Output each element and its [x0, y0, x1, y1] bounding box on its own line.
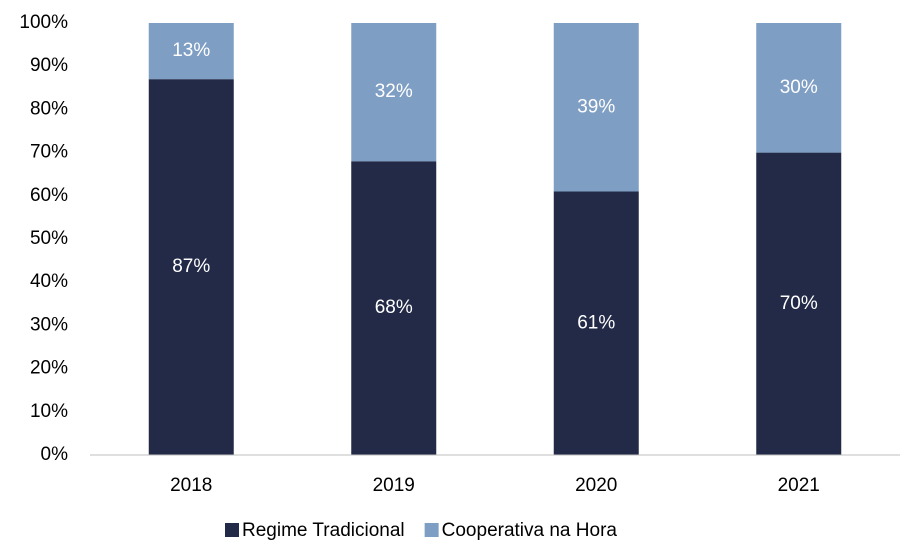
- data-label: 70%: [780, 293, 818, 314]
- data-label: 39%: [577, 96, 615, 117]
- data-label: 61%: [577, 312, 615, 333]
- bar-segment: [553, 23, 639, 192]
- bar-segment: [148, 23, 234, 80]
- y-tick-label: 10%: [30, 401, 68, 422]
- legend-swatch: [225, 523, 239, 537]
- y-tick-label: 20%: [30, 358, 68, 379]
- y-tick-label: 40%: [30, 271, 68, 292]
- legend-swatch: [424, 523, 439, 537]
- bar-segment: [756, 152, 842, 455]
- legend-label: Cooperativa na Hora: [442, 520, 618, 541]
- bar-segment: [756, 23, 842, 153]
- y-tick-label: 0%: [41, 444, 69, 465]
- x-tick-label: 2020: [575, 475, 617, 496]
- y-tick-label: 50%: [30, 228, 68, 249]
- data-label: 32%: [375, 81, 413, 102]
- y-tick-label: 80%: [30, 98, 68, 119]
- data-label: 30%: [780, 77, 818, 98]
- y-tick-label: 70%: [30, 142, 68, 163]
- bar-segment: [351, 23, 437, 162]
- x-tick-label: 2019: [373, 475, 415, 496]
- bar-segment: [148, 79, 234, 455]
- data-label: 87%: [172, 256, 210, 277]
- y-tick-label: 100%: [19, 12, 68, 33]
- data-label: 13%: [172, 40, 210, 61]
- bar-segment: [351, 161, 437, 456]
- legend-label: Regime Tradicional: [242, 520, 405, 541]
- x-tick-label: 2018: [170, 475, 212, 496]
- bar-segment: [553, 191, 639, 456]
- x-tick-label: 2021: [778, 475, 820, 496]
- data-label: 68%: [375, 297, 413, 318]
- y-tick-label: 60%: [30, 185, 68, 206]
- y-tick-label: 90%: [30, 55, 68, 76]
- y-tick-label: 30%: [30, 314, 68, 335]
